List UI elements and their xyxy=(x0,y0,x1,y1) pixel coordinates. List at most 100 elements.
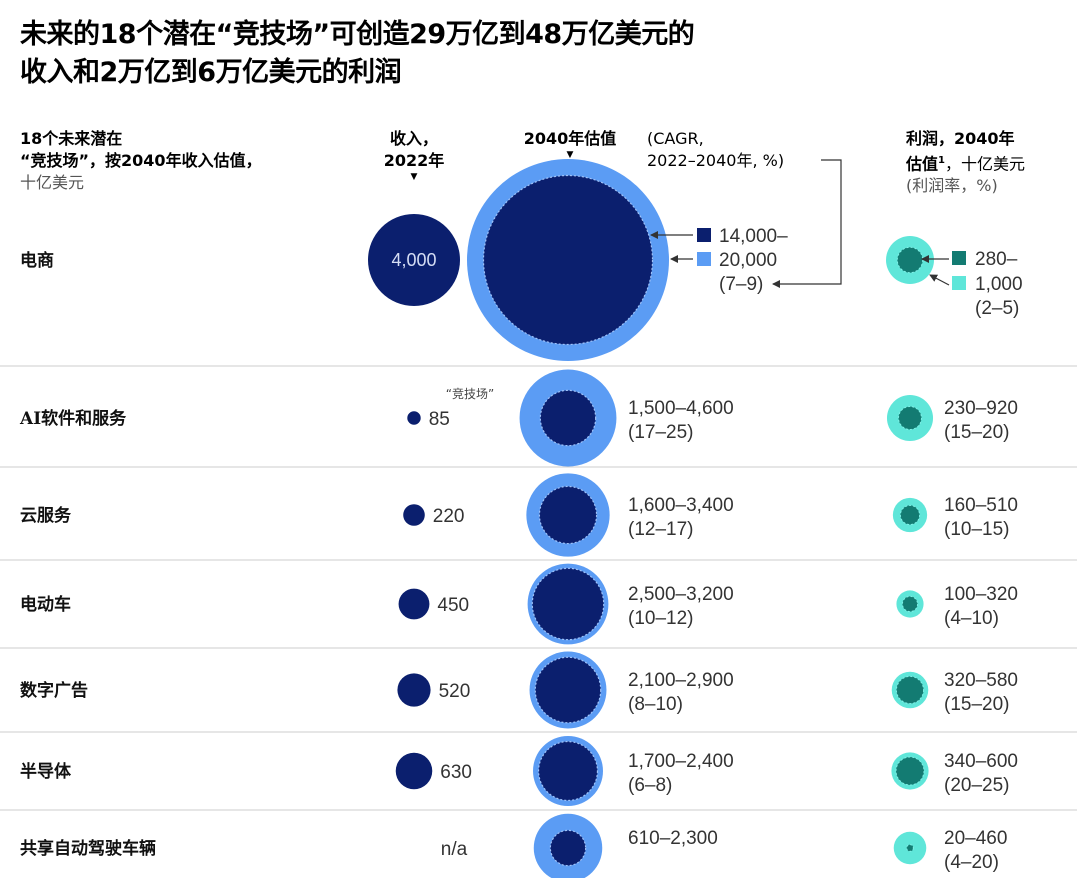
arena-row-0: 电商 4,000 xyxy=(20,159,934,361)
arena-row-5: 半导体 630 1,700–2,400 (6–8) 340–600 (20–25) xyxy=(20,736,1018,806)
value-2040-low-bubble xyxy=(549,829,587,867)
legend-profit-low-swatch xyxy=(952,251,966,265)
value-column-header: 2040年估值 ▼ xyxy=(505,128,635,160)
revenue-2022-bubble xyxy=(407,411,421,425)
legend-value-cagr-label: (7–9) xyxy=(719,274,763,295)
margin-label: (15–20) xyxy=(944,422,1010,443)
cagr-label: (8–10) xyxy=(628,694,683,715)
value-cagr-line-1: (CAGR, xyxy=(647,129,704,148)
arena-row-1: AI软件和服务 85 1,500–4,600 (17–25) 230–920 (15–20… xyxy=(19,369,1018,467)
value-2040-label: 1,600–3,400 xyxy=(628,495,734,516)
value-2040-low-bubble xyxy=(482,174,654,346)
arena-row-2: 云服务 220 1,600–3,400 (12–17) 160–510 (10–15) xyxy=(20,473,1018,557)
profit-header-line-2: 估值 xyxy=(906,154,939,174)
profit-2040-low-bubble xyxy=(896,246,924,274)
revenue-header-arrow-icon: ▼ xyxy=(410,172,418,182)
value-cagr-header: (CAGR, 2022–2040年, %) xyxy=(647,128,837,172)
value-header-arrow-icon: ▼ xyxy=(566,150,574,160)
profit-2040-label: 100–320 xyxy=(944,584,1018,605)
revenue-header-line-1: 收入， xyxy=(389,129,438,148)
arena-header-line-2: “竞技场”，按2040年收入估值， xyxy=(20,151,262,170)
arena-column-header: 18个未来潜在 “竞技场”，按2040年收入估值， 十亿美元 xyxy=(20,128,350,194)
revenue-2022-label: 450 xyxy=(437,595,469,616)
arena-label: AI软件和服务 xyxy=(19,408,127,429)
value-cagr-line-2: 2022–2040年, %) xyxy=(647,151,785,170)
title-line-1: 未来的18个潜在“竞技场”可创造29万亿到48万亿美元的 xyxy=(20,19,695,50)
arena-row-6: 共享自动驾驶车辆 n/a 610–2,300 20–460 (4–20) xyxy=(20,813,1007,878)
arena-label: 电动车 xyxy=(20,594,71,615)
legend-annotations: 14,000– 20,000 (7–9) 280– 1,000 (2–5) “竞技场” xyxy=(446,159,1023,401)
revenue-2022-label: 4,000 xyxy=(391,250,436,270)
profit-header-footnote: 1 xyxy=(938,155,945,166)
profit-2040-low-bubble xyxy=(895,756,925,786)
profit-2040-low-bubble xyxy=(897,405,923,431)
value-2040-low-bubble xyxy=(538,485,598,545)
arena-label: 共享自动驾驶车辆 xyxy=(20,838,156,859)
value-2040-low-bubble xyxy=(534,656,602,724)
cagr-label: (6–8) xyxy=(628,775,672,796)
legend-value-low-label: 14,000– xyxy=(719,226,788,247)
profit-2040-label: 20–460 xyxy=(944,828,1007,849)
legend-profit-high-label: 1,000 xyxy=(975,274,1023,295)
profit-2040-label: 230–920 xyxy=(944,398,1018,419)
revenue-2022-bubble xyxy=(397,673,431,707)
arena-label: 半导体 xyxy=(20,761,72,782)
revenue-2022-bubble xyxy=(368,214,460,306)
profit-2040-label: 320–580 xyxy=(944,670,1018,691)
row-dividers xyxy=(0,365,1077,811)
profit-2040-low-bubble xyxy=(906,844,914,852)
margin-label: (20–25) xyxy=(944,775,1010,796)
arena-row-3: 电动车 450 2,500–3,200 (10–12) 100–320 (4–10) xyxy=(20,563,1018,645)
chart-rows: 电商 4,000 AI软件和服务 85 1,500–4,600 (17–25) 230–92… xyxy=(19,159,1018,878)
revenue-header-line-2: 2022年 xyxy=(383,151,445,170)
revenue-2022-label: 630 xyxy=(440,762,472,783)
legend-value-high-label: 20,000 xyxy=(719,250,777,271)
value-2040-low-bubble xyxy=(537,740,599,802)
value-2040-low-bubble xyxy=(531,567,605,641)
value-2040-label: 1,700–2,400 xyxy=(628,751,734,772)
value-2040-label: 2,500–3,200 xyxy=(628,584,734,605)
arena-label: 数字广告 xyxy=(20,680,88,701)
arena-label: 电商 xyxy=(20,250,54,271)
profit-header-line-1: 利润，2040年 xyxy=(906,129,1015,148)
arena-header-line-1: 18个未来潜在 xyxy=(20,129,123,148)
value-2040-label: 610–2,300 xyxy=(628,828,718,849)
title-line-2: 收入和2万亿到6万亿美元的利润 xyxy=(20,57,402,88)
legend-profit-arrow-high xyxy=(929,274,950,286)
cagr-label: (17–25) xyxy=(628,422,694,443)
legend-value-high-swatch xyxy=(697,252,711,266)
legend-profit-high-swatch xyxy=(952,276,966,290)
value-2040-low-bubble xyxy=(539,389,597,447)
revenue-2022-label: 520 xyxy=(439,681,471,702)
arena-label: 云服务 xyxy=(20,505,72,526)
profit-2040-low-bubble xyxy=(899,504,921,526)
revenue-column-header: 收入， 2022年 ▼ xyxy=(366,128,462,182)
profit-2040-low-bubble xyxy=(901,595,919,613)
value-2040-label: 2,100–2,900 xyxy=(628,670,734,691)
value-header-bold: 2040年估值 xyxy=(523,129,617,148)
legend-profit-margin-label: (2–5) xyxy=(975,298,1019,319)
revenue-2022-bubble xyxy=(398,588,430,620)
arena-annotation: “竞技场” xyxy=(446,387,494,401)
legend-value-low-swatch xyxy=(697,228,711,242)
cagr-label: (12–17) xyxy=(628,519,694,540)
profit-column-header: 利润，2040年 估值1，十亿美元 (利润率，%) xyxy=(906,128,1076,197)
revenue-2022-bubble xyxy=(403,504,425,526)
profit-2040-label: 340–600 xyxy=(944,751,1018,772)
profit-header-unit: ，十亿美元 xyxy=(944,154,1025,174)
profit-2040-label: 160–510 xyxy=(944,495,1018,516)
revenue-2022-label: n/a xyxy=(441,839,468,860)
revenue-2022-label: 220 xyxy=(433,506,465,527)
margin-label: (10–15) xyxy=(944,519,1010,540)
cagr-label: (10–12) xyxy=(628,608,694,629)
revenue-2022-label: 85 xyxy=(429,409,450,430)
chart-title: 未来的18个潜在“竞技场”可创造29万亿到48万亿美元的 收入和2万亿到6万亿美… xyxy=(20,16,1060,92)
profit-header-margin: (利润率，%) xyxy=(906,176,998,196)
margin-label: (4–20) xyxy=(944,852,999,873)
legend-profit-low-label: 280– xyxy=(975,249,1018,270)
margin-label: (15–20) xyxy=(944,694,1010,715)
value-2040-label: 1,500–4,600 xyxy=(628,398,734,419)
legend-cagr-bracket xyxy=(772,159,842,288)
revenue-2022-bubble xyxy=(395,752,433,790)
